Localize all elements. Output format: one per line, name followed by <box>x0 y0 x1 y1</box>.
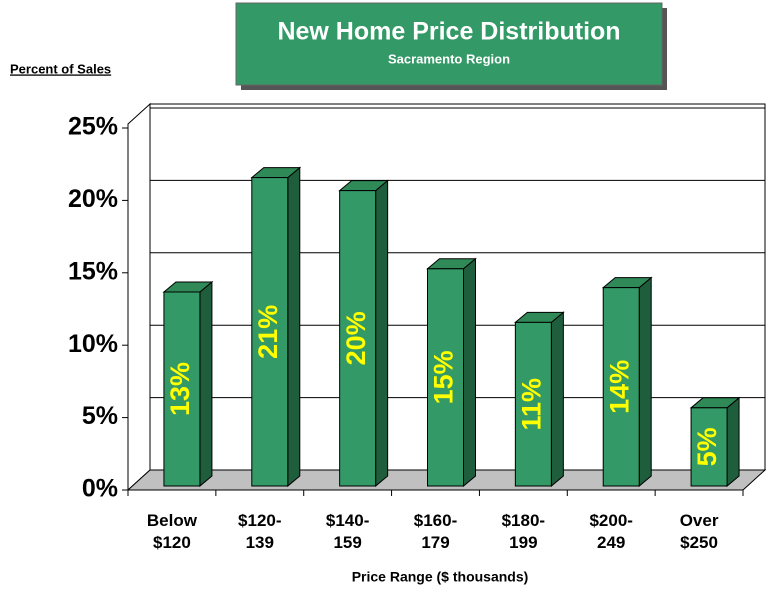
x-tick-label: Over $250 <box>679 511 719 552</box>
title-box <box>235 2 663 86</box>
x-tick-label: Below $120 <box>146 511 197 552</box>
y-tick-label: 10% <box>68 330 118 358</box>
y-axis-title: Percent of Sales <box>10 61 111 76</box>
bar-side <box>199 280 213 488</box>
bar-side <box>638 276 652 488</box>
data-label: 5% <box>692 427 722 466</box>
x-tick-label: $160-179 <box>413 511 458 552</box>
bar-side <box>463 257 476 488</box>
data-label: 15% <box>429 350 459 404</box>
y-tick-label: 15% <box>68 257 118 285</box>
y-tick-label: 25% <box>68 113 118 141</box>
side-wall <box>127 102 151 492</box>
bar <box>427 268 464 487</box>
data-label: 13% <box>165 362 195 416</box>
x-tick-label: $140-159 <box>325 511 370 552</box>
bar <box>163 291 201 487</box>
x-tick-label: $180-199 <box>501 511 546 552</box>
x-tick-label: $120-139 <box>238 511 282 552</box>
y-tick-label: 20% <box>68 185 118 213</box>
data-label: 21% <box>253 305 283 359</box>
bar <box>602 287 640 487</box>
bar <box>690 407 728 487</box>
bar <box>514 321 552 487</box>
bar-side <box>287 166 301 488</box>
bar-side <box>550 311 564 488</box>
chart-subtitle: Sacramento Region <box>388 51 510 66</box>
data-label: 20% <box>341 311 371 365</box>
chart-title: New Home Price Distribution <box>277 18 620 46</box>
data-label: 14% <box>604 360 634 414</box>
y-tick-label: 0% <box>82 475 118 503</box>
bar <box>251 177 289 487</box>
bar-side <box>726 396 740 488</box>
y-tick-label: 5% <box>82 402 118 430</box>
x-tick-label: $200-249 <box>589 511 633 552</box>
data-label: 11% <box>516 378 546 431</box>
x-axis-title: Price Range ($ thousands) <box>352 569 529 585</box>
bar-side <box>375 179 389 488</box>
bar <box>339 190 377 487</box>
